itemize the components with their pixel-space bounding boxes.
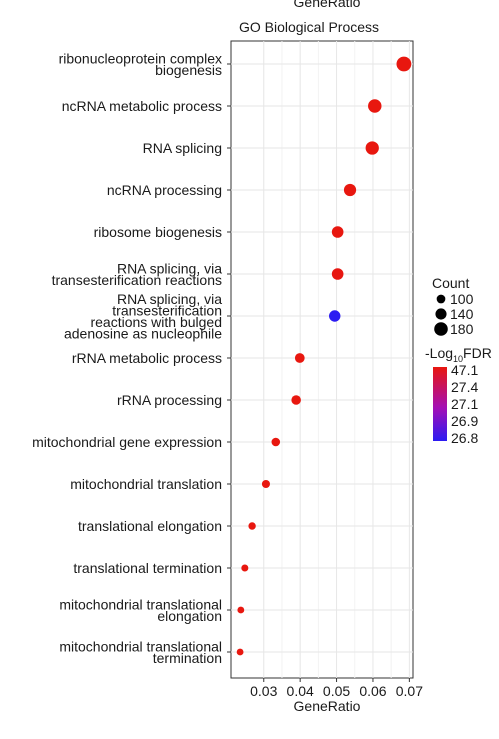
data-points bbox=[236, 56, 412, 656]
term-label: mitochondrial gene expression bbox=[32, 434, 222, 450]
data-point bbox=[396, 56, 412, 72]
term-label: RNA splicing, via bbox=[117, 260, 222, 276]
count-legend-dot bbox=[435, 308, 447, 320]
count-legend-label: 140 bbox=[450, 306, 474, 322]
term-label: RNA splicing, via bbox=[117, 291, 222, 307]
x-tick-label: 0.06 bbox=[359, 683, 386, 699]
data-point bbox=[236, 648, 244, 656]
data-point bbox=[241, 564, 249, 572]
term-label: elongation bbox=[157, 608, 222, 624]
data-point bbox=[329, 310, 341, 322]
x-tick-label: 0.05 bbox=[323, 683, 350, 699]
term-label: reactions with bulged bbox=[90, 314, 222, 330]
fdr-legend-title: -Log10FDR bbox=[425, 345, 492, 364]
term-label: ncRNA metabolic process bbox=[62, 98, 222, 114]
fdr-legend-label: 26.8 bbox=[451, 430, 478, 446]
data-point bbox=[261, 479, 270, 489]
x-tick-label: 0.03 bbox=[250, 683, 277, 699]
term-label: RNA splicing bbox=[143, 140, 222, 156]
count-legend-label: 180 bbox=[450, 321, 474, 337]
term-label: ribosome biogenesis bbox=[94, 224, 222, 240]
x-tick-label: 0.07 bbox=[396, 683, 423, 699]
count-legend-title: Count bbox=[432, 275, 469, 291]
fdr-legend-label: 47.1 bbox=[451, 362, 478, 378]
chart-title: GO Biological Process bbox=[239, 19, 379, 35]
data-point bbox=[331, 226, 344, 238]
data-point bbox=[343, 183, 357, 197]
count-legend-dot bbox=[436, 294, 446, 304]
term-label: rRNA metabolic process bbox=[72, 350, 222, 366]
term-label: termination bbox=[153, 650, 222, 666]
fdr-legend-label: 26.9 bbox=[451, 413, 478, 429]
term-label: rRNA processing bbox=[117, 392, 222, 408]
term-label: translational termination bbox=[73, 560, 222, 576]
top-axis-label: GeneRatio bbox=[294, 0, 361, 10]
data-point bbox=[271, 437, 281, 447]
data-point bbox=[248, 522, 256, 530]
fdr-legend: -Log10FDR 47.127.427.126.926.8 bbox=[425, 345, 492, 446]
term-label: ribonucleoprotein complex bbox=[59, 50, 222, 66]
count-legend-label: 100 bbox=[450, 291, 474, 307]
term-label: transesterification bbox=[112, 302, 222, 318]
term-label: ncRNA processing bbox=[107, 182, 222, 198]
term-label: biogenesis bbox=[155, 62, 222, 78]
data-point bbox=[365, 141, 379, 155]
fdr-legend-label: 27.1 bbox=[451, 396, 478, 412]
data-point bbox=[368, 99, 382, 113]
x-axis: 0.03 0.04 0.05 0.06 0.07 bbox=[250, 678, 423, 699]
count-legend-dot bbox=[434, 322, 448, 336]
term-label: mitochondrial translation bbox=[70, 476, 222, 492]
plot-area bbox=[230, 40, 414, 679]
fdr-legend-label: 27.4 bbox=[451, 379, 478, 395]
term-label: adenosine as nucleophile bbox=[64, 325, 222, 341]
plot-panel bbox=[230, 40, 414, 679]
x-axis-title: GeneRatio bbox=[294, 698, 361, 714]
term-label: mitochondrial translational bbox=[59, 638, 222, 654]
fdr-colorbar bbox=[433, 367, 447, 441]
data-point bbox=[237, 606, 245, 614]
data-point bbox=[331, 268, 344, 280]
term-label: transesterification reactions bbox=[52, 272, 222, 288]
data-point bbox=[294, 353, 305, 363]
data-point bbox=[291, 395, 301, 405]
term-label: mitochondrial translational bbox=[59, 596, 222, 612]
term-label: translational elongation bbox=[78, 518, 222, 534]
grid-lines bbox=[231, 41, 413, 678]
x-tick-label: 0.04 bbox=[287, 683, 314, 699]
